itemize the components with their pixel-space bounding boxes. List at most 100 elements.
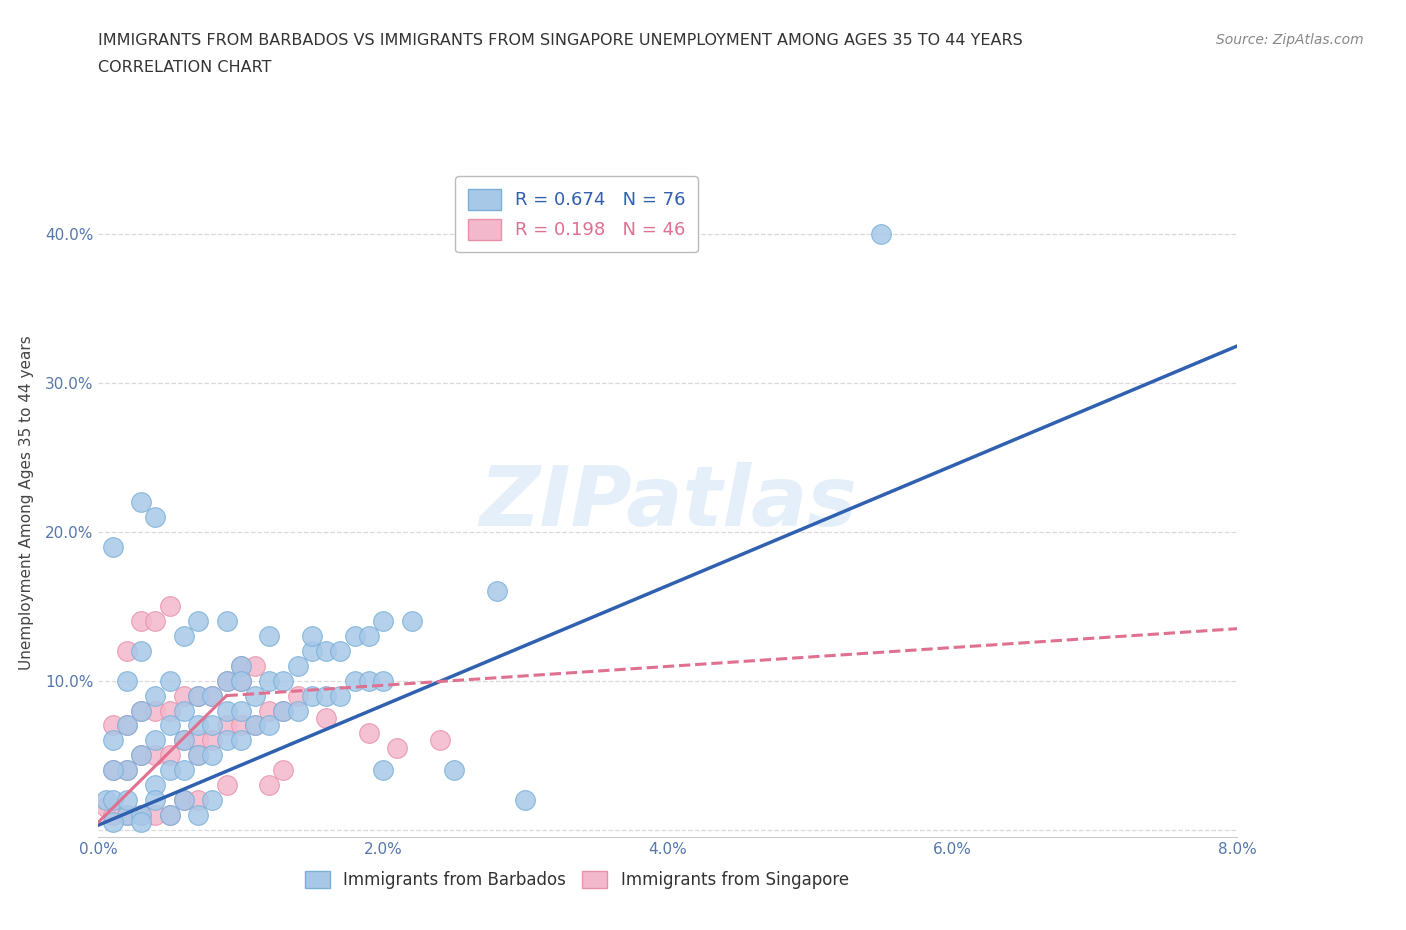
Point bbox=[243, 718, 266, 733]
Legend: Immigrants from Barbados, Immigrants from Singapore: Immigrants from Barbados, Immigrants fro… bbox=[298, 864, 856, 896]
Point bbox=[301, 629, 323, 644]
Point bbox=[173, 792, 195, 807]
Point bbox=[187, 748, 209, 763]
Point bbox=[101, 763, 124, 777]
Point bbox=[101, 718, 124, 733]
Point bbox=[429, 733, 451, 748]
Point bbox=[215, 673, 238, 688]
Point bbox=[357, 629, 380, 644]
Point bbox=[101, 539, 124, 554]
Point bbox=[215, 614, 238, 629]
Point bbox=[173, 733, 195, 748]
Point bbox=[387, 740, 409, 755]
Point bbox=[315, 644, 337, 658]
Point bbox=[145, 733, 167, 748]
Point bbox=[129, 614, 152, 629]
Point bbox=[129, 495, 152, 510]
Point bbox=[159, 763, 181, 777]
Point bbox=[173, 733, 195, 748]
Point bbox=[159, 807, 181, 822]
Point bbox=[173, 629, 195, 644]
Point bbox=[201, 688, 224, 703]
Point bbox=[443, 763, 465, 777]
Point bbox=[187, 688, 209, 703]
Point bbox=[129, 748, 152, 763]
Point bbox=[371, 673, 394, 688]
Point bbox=[94, 792, 117, 807]
Point bbox=[94, 800, 117, 815]
Point bbox=[371, 763, 394, 777]
Point bbox=[187, 748, 209, 763]
Point bbox=[273, 703, 295, 718]
Text: Source: ZipAtlas.com: Source: ZipAtlas.com bbox=[1216, 33, 1364, 46]
Point bbox=[101, 733, 124, 748]
Point bbox=[229, 658, 252, 673]
Point bbox=[173, 792, 195, 807]
Point bbox=[115, 644, 138, 658]
Point bbox=[101, 792, 124, 807]
Point bbox=[129, 807, 152, 822]
Point bbox=[259, 673, 281, 688]
Point bbox=[329, 644, 352, 658]
Point bbox=[129, 703, 152, 718]
Point bbox=[187, 792, 209, 807]
Point bbox=[187, 807, 209, 822]
Point bbox=[287, 658, 309, 673]
Point bbox=[101, 807, 124, 822]
Point bbox=[343, 629, 366, 644]
Point bbox=[215, 733, 238, 748]
Point bbox=[115, 807, 138, 822]
Point bbox=[243, 688, 266, 703]
Point bbox=[273, 703, 295, 718]
Point bbox=[229, 673, 252, 688]
Point bbox=[159, 673, 181, 688]
Point bbox=[159, 599, 181, 614]
Point bbox=[145, 777, 167, 792]
Point bbox=[371, 614, 394, 629]
Point bbox=[870, 227, 893, 242]
Point bbox=[115, 718, 138, 733]
Point bbox=[101, 763, 124, 777]
Point bbox=[115, 718, 138, 733]
Point bbox=[201, 718, 224, 733]
Point bbox=[273, 763, 295, 777]
Point bbox=[173, 703, 195, 718]
Point bbox=[129, 815, 152, 830]
Point bbox=[187, 733, 209, 748]
Point bbox=[486, 584, 509, 599]
Point bbox=[173, 763, 195, 777]
Point bbox=[329, 688, 352, 703]
Point bbox=[201, 792, 224, 807]
Point bbox=[145, 688, 167, 703]
Point bbox=[145, 510, 167, 525]
Point bbox=[159, 748, 181, 763]
Point bbox=[357, 673, 380, 688]
Point bbox=[187, 614, 209, 629]
Point bbox=[401, 614, 423, 629]
Point bbox=[129, 748, 152, 763]
Point bbox=[115, 807, 138, 822]
Point bbox=[145, 807, 167, 822]
Point bbox=[243, 718, 266, 733]
Point bbox=[129, 807, 152, 822]
Point bbox=[187, 718, 209, 733]
Point bbox=[129, 644, 152, 658]
Point bbox=[301, 688, 323, 703]
Point bbox=[315, 688, 337, 703]
Point bbox=[215, 718, 238, 733]
Point bbox=[215, 703, 238, 718]
Point bbox=[201, 748, 224, 763]
Point bbox=[259, 703, 281, 718]
Point bbox=[115, 673, 138, 688]
Point bbox=[129, 703, 152, 718]
Text: ZIPatlas: ZIPatlas bbox=[479, 461, 856, 543]
Point bbox=[145, 703, 167, 718]
Point bbox=[259, 718, 281, 733]
Point bbox=[115, 763, 138, 777]
Point bbox=[159, 703, 181, 718]
Point bbox=[229, 658, 252, 673]
Point bbox=[201, 688, 224, 703]
Point bbox=[145, 748, 167, 763]
Point bbox=[145, 614, 167, 629]
Point bbox=[159, 718, 181, 733]
